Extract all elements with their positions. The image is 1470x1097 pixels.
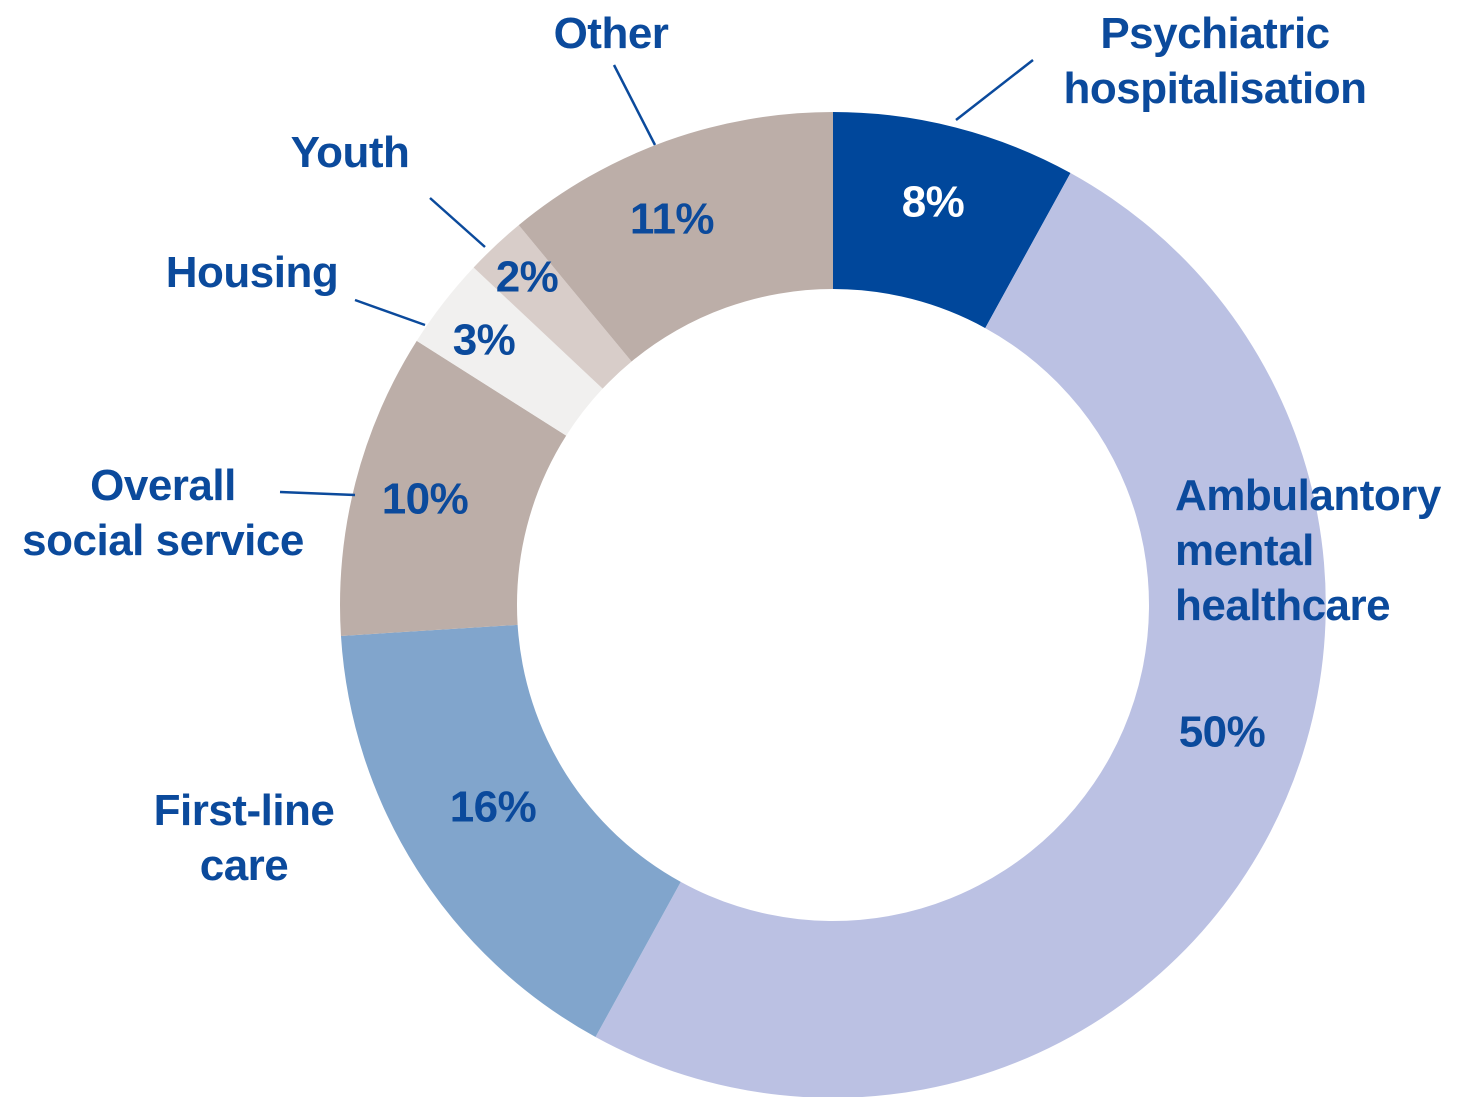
leader-line	[354, 298, 426, 327]
slices	[340, 112, 1326, 1097]
slice	[416, 267, 603, 436]
value-label: 3%	[453, 316, 516, 365]
value-label: 2%	[496, 253, 559, 302]
category-label: Housing	[165, 248, 339, 297]
leader-line	[612, 64, 657, 146]
category-label: Ambulantory mental healthcare	[1175, 471, 1441, 630]
category-label: Other	[553, 9, 669, 58]
slice	[518, 112, 833, 362]
leader-line	[279, 490, 356, 497]
category-label: Youth	[290, 128, 410, 177]
slice	[595, 172, 1326, 1097]
leader-line	[429, 197, 486, 248]
slice	[340, 340, 567, 636]
leader-line	[955, 59, 1034, 121]
slice	[833, 112, 1071, 329]
slice	[340, 624, 681, 1038]
category-label: First-line care	[153, 786, 335, 890]
value-label: 11%	[630, 195, 714, 244]
slice	[473, 225, 632, 389]
value-label: 50%	[1179, 708, 1266, 757]
category-label: Psychiatric hospitalisation	[1063, 9, 1367, 113]
value-label: 16%	[450, 783, 537, 832]
value-label: 10%	[382, 475, 469, 524]
value-label: 8%	[902, 178, 965, 227]
category-label: Overall social service	[22, 461, 304, 565]
